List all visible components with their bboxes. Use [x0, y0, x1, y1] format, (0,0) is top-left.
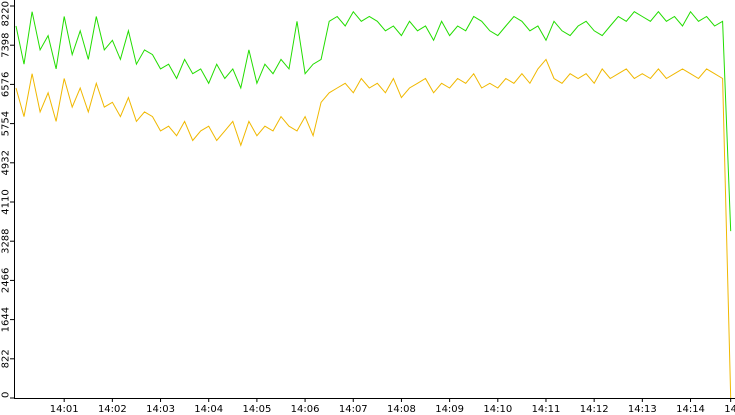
- y-tick-label: 822: [1, 349, 12, 368]
- y-tick-label: 7398: [1, 32, 12, 57]
- x-tick-label: 14:13: [628, 404, 657, 415]
- x-tick-label: 14:05: [242, 404, 271, 415]
- y-tick-label: 4110: [1, 189, 12, 214]
- x-tick-label: 14:03: [146, 404, 175, 415]
- x-tick-label: 14:09: [435, 404, 464, 415]
- y-tick-label: 4932: [1, 150, 12, 175]
- y-tick-label: 2466: [1, 268, 12, 293]
- y-tick-label: 8220: [1, 1, 12, 26]
- line-series: [15, 10, 732, 232]
- y-tick-label: 0: [1, 392, 12, 398]
- line-series: [15, 58, 732, 399]
- x-tick-label: 14:10: [483, 404, 512, 415]
- x-tick-label: 14:07: [339, 404, 368, 415]
- y-tick-label: 6576: [1, 72, 12, 97]
- x-tick-label: 14:02: [98, 404, 127, 415]
- x-tick-label: 14:12: [580, 404, 609, 415]
- x-tick-label: 14:08: [387, 404, 416, 415]
- x-tick-label: 14:06: [291, 404, 320, 415]
- x-tick-label: 14:01: [50, 404, 79, 415]
- y-tick-label: 5754: [1, 111, 12, 136]
- x-tick-label: 14:11: [532, 404, 561, 415]
- x-tick-label: 14:14: [676, 404, 705, 415]
- x-tick-label: 14: [724, 404, 735, 415]
- x-tick-label: 14:04: [194, 404, 223, 415]
- y-tick-label: 3288: [1, 228, 12, 253]
- y-tick-label: 1644: [1, 307, 12, 332]
